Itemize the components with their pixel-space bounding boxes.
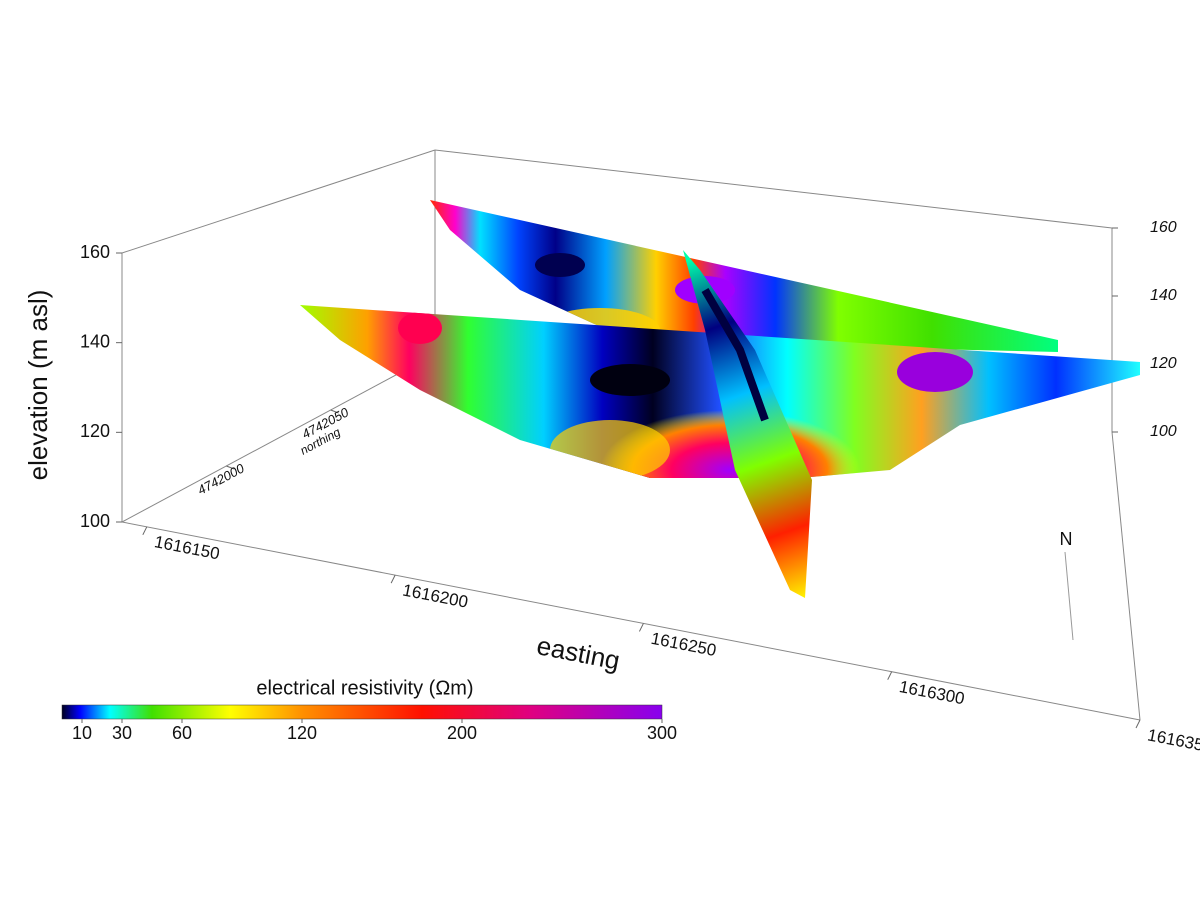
colorbar <box>61 704 663 720</box>
x-tick-label: 1616250 <box>649 629 718 660</box>
x-tick <box>638 623 644 632</box>
anomaly <box>897 352 973 392</box>
z-tick-label: 100 <box>80 511 110 531</box>
y-tick <box>226 465 235 470</box>
z-tick-label: 160 <box>1150 219 1177 236</box>
y-tick <box>330 409 339 414</box>
anomaly <box>535 253 585 277</box>
anomaly <box>550 420 670 478</box>
axis-edge <box>121 353 436 523</box>
x-axis-label: easting <box>534 630 622 675</box>
x-tick-label: 1616350 <box>1146 725 1200 756</box>
z-tick-label: 160 <box>80 242 110 262</box>
anomaly <box>398 312 442 344</box>
x-tick-label: 1616200 <box>401 580 470 611</box>
x-tick-label: 1616300 <box>898 677 967 708</box>
north-label: N <box>1060 529 1073 549</box>
x-tick <box>142 526 148 536</box>
colorbar-tick-label: 10 <box>72 723 92 743</box>
axis-edge <box>1111 431 1141 721</box>
z-tick-label: 120 <box>1150 355 1177 372</box>
z-tick-label: 140 <box>80 331 110 351</box>
z-tick-label: 100 <box>1150 423 1177 440</box>
colorbar-tick-label: 120 <box>287 723 317 743</box>
section-cross <box>683 250 812 598</box>
colorbar-tick-label: 200 <box>447 723 477 743</box>
z-tick-label: 120 <box>80 421 110 441</box>
colorbar-tick-label: 60 <box>172 723 192 743</box>
axis-edge <box>121 521 1141 721</box>
x-tick <box>887 671 893 680</box>
x-tick <box>390 574 396 584</box>
colorbar-tick-label: 30 <box>112 723 132 743</box>
z-tick-label: 140 <box>1150 287 1177 304</box>
x-tick <box>1135 719 1141 729</box>
x-tick-label: 1616150 <box>153 532 222 563</box>
z-axis-label: elevation (m asl) <box>23 290 53 481</box>
section-cross-core <box>701 287 769 422</box>
anomaly <box>590 364 670 396</box>
north-arrow <box>1064 551 1074 641</box>
axis-edge <box>121 149 436 254</box>
colorbar-tick-label: 300 <box>647 723 677 743</box>
colorbar-label: electrical resistivity (Ωm) <box>256 677 473 699</box>
axis-edge <box>434 149 1113 229</box>
